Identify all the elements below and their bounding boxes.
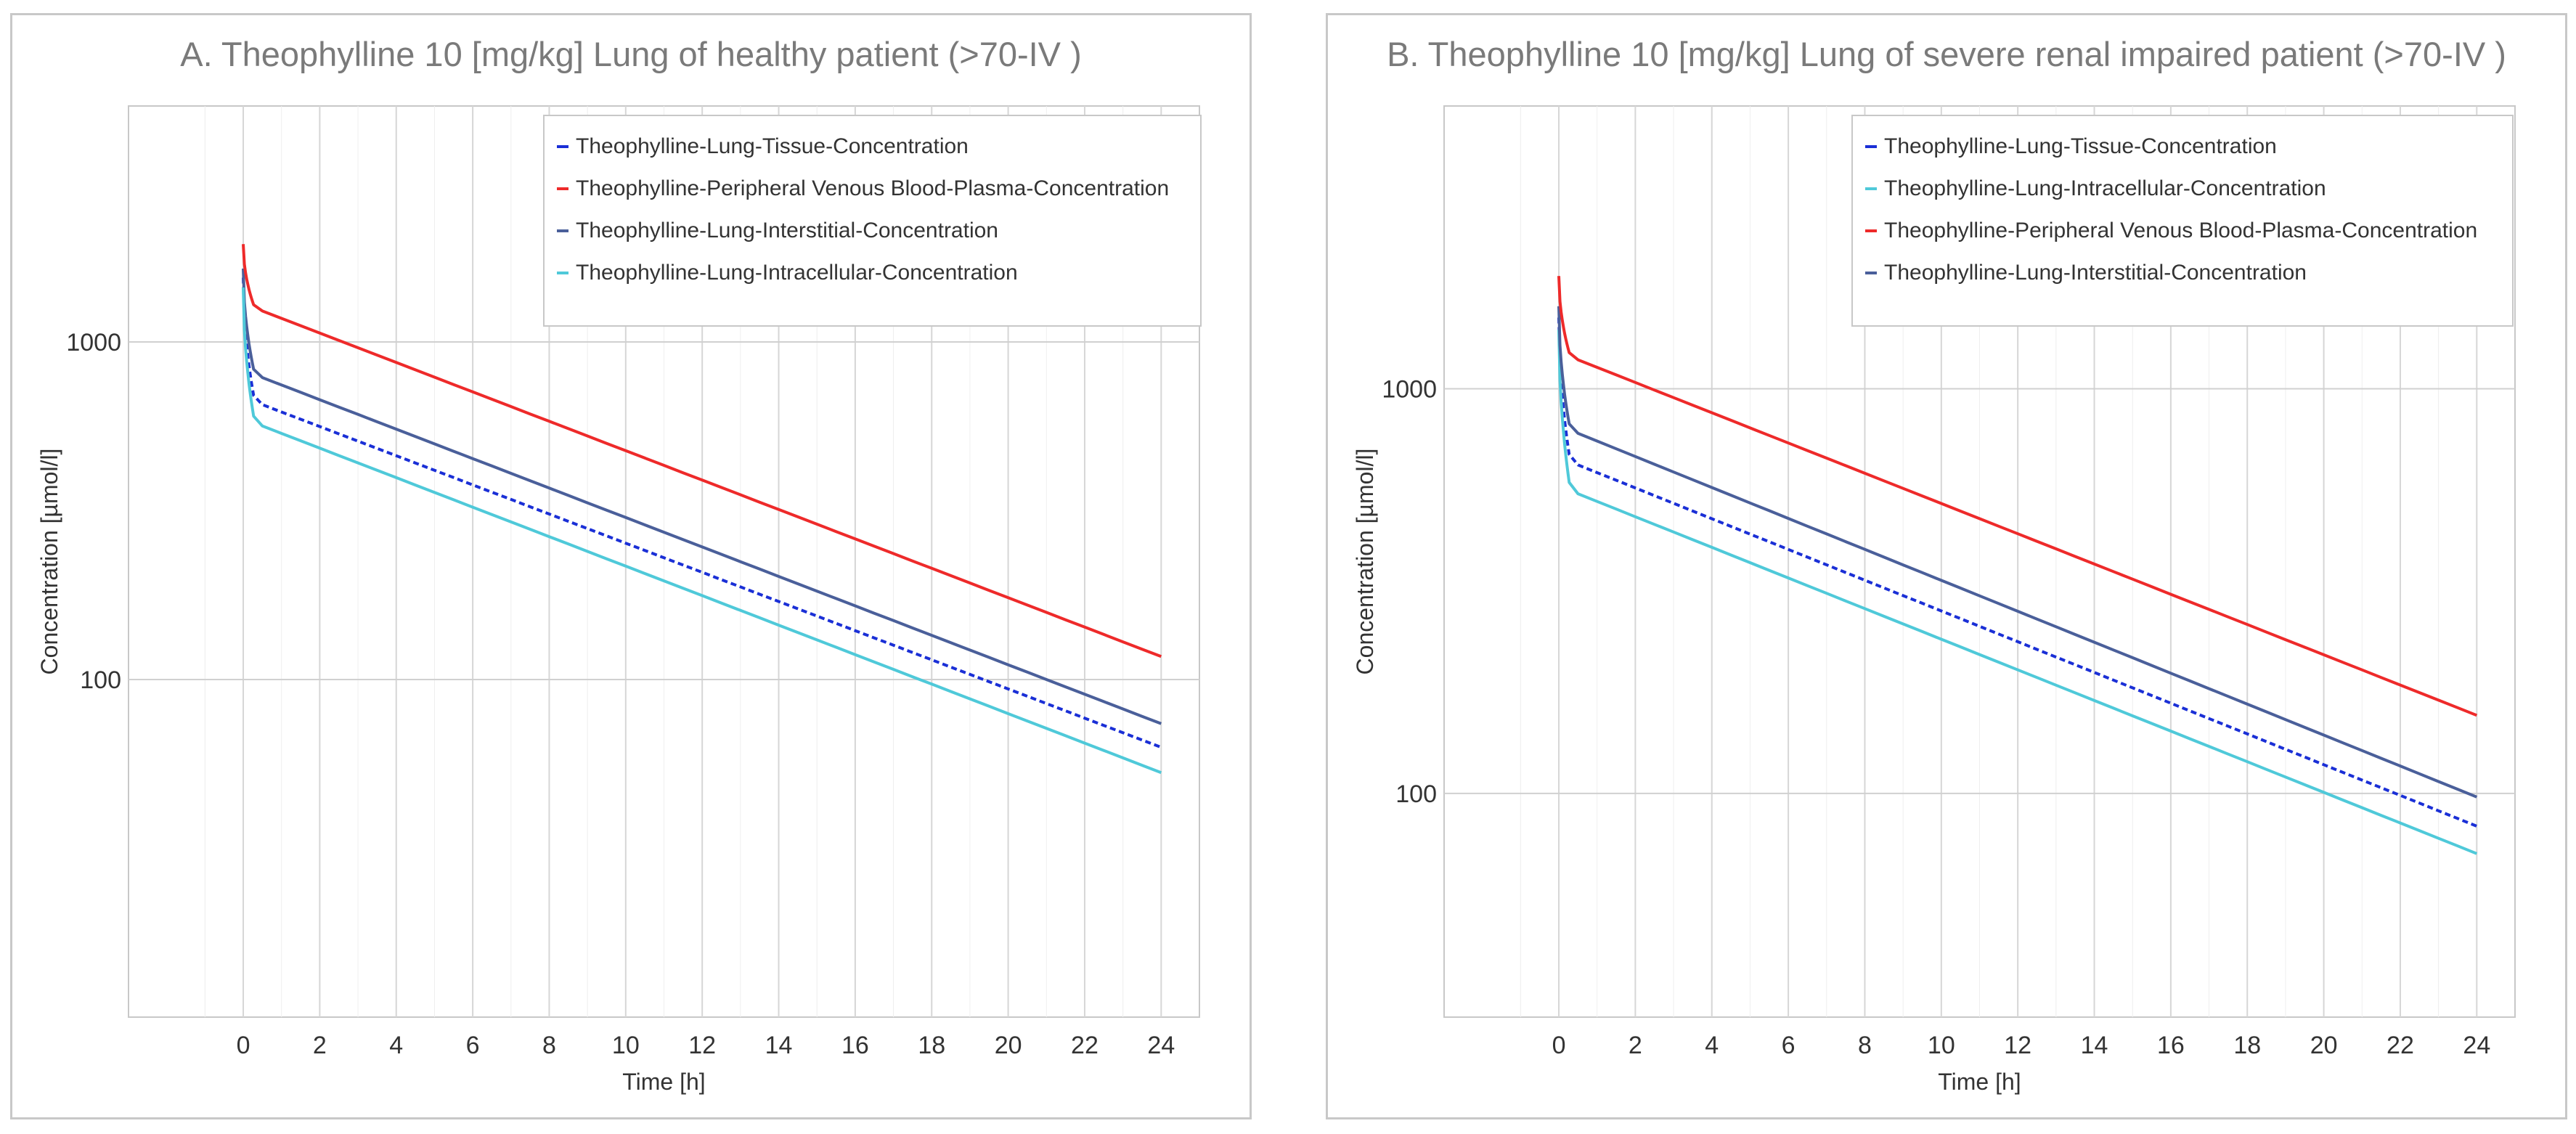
- series-line-1: [1557, 330, 2478, 855]
- x-tick-label: 12: [2004, 1032, 2031, 1059]
- x-tick-label: 22: [1071, 1032, 1099, 1059]
- series-line-0: [242, 277, 1162, 749]
- x-tick-label: 2: [313, 1032, 327, 1059]
- legend-label: Theophylline-Lung-Tissue-Concentration: [1884, 134, 2277, 158]
- series-line-3: [1557, 306, 2478, 799]
- chart-svg-a: A. Theophylline 10 [mg/kg] Lung of healt…: [36, 35, 1202, 1095]
- x-tick-label: 20: [995, 1032, 1022, 1059]
- series-line-2: [1557, 276, 2478, 717]
- x-tick-label: 14: [765, 1032, 793, 1059]
- chart-svg-b: B. Theophylline 10 [mg/kg] Lung of sever…: [1352, 35, 2516, 1095]
- y-axis-label: Concentration [µmol/l]: [1352, 449, 1378, 675]
- series-line-3: [242, 287, 1162, 775]
- y-axis-label: Concentration [µmol/l]: [36, 449, 62, 675]
- legend-label: Theophylline-Lung-Intracellular-Concentr…: [576, 261, 1018, 285]
- x-tick-label: 22: [2387, 1032, 2414, 1059]
- legend-label: Theophylline-Lung-Intracellular-Concentr…: [1884, 176, 2326, 200]
- x-tick-label: 8: [542, 1032, 556, 1059]
- x-tick-label: 16: [841, 1032, 869, 1059]
- y-tick-label: 100: [80, 666, 121, 694]
- x-tick-label: 24: [1147, 1032, 1175, 1059]
- x-tick-label: 12: [688, 1032, 716, 1059]
- x-tick-label: 24: [2463, 1032, 2490, 1059]
- x-axis-label: Time [h]: [1938, 1069, 2021, 1095]
- series-line-1: [242, 244, 1162, 658]
- legend-label: Theophylline-Lung-Interstitial-Concentra…: [1884, 261, 2307, 285]
- x-tick-label: 0: [237, 1032, 250, 1059]
- x-tick-label: 4: [1705, 1032, 1719, 1059]
- x-tick-label: 18: [918, 1032, 945, 1059]
- legend-box: [543, 115, 1202, 327]
- x-tick-label: 6: [1782, 1032, 1796, 1059]
- x-tick-label: 8: [1858, 1032, 1872, 1059]
- legend-label: Theophylline-Lung-Interstitial-Concentra…: [576, 219, 998, 242]
- chart-panel-b: B. Theophylline 10 [mg/kg] Lung of sever…: [1326, 13, 2567, 1119]
- chart-title: B. Theophylline 10 [mg/kg] Lung of sever…: [1387, 35, 2506, 73]
- x-tick-label: 10: [612, 1032, 640, 1059]
- x-tick-label: 10: [1928, 1032, 1955, 1059]
- series-line-0: [1557, 317, 2478, 828]
- x-tick-label: 20: [2310, 1032, 2338, 1059]
- series-line-2: [242, 268, 1162, 725]
- x-tick-label: 4: [389, 1032, 403, 1059]
- legend-label: Theophylline-Peripheral Venous Blood-Pla…: [1884, 219, 2477, 242]
- y-tick-label: 100: [1395, 780, 1437, 808]
- legend-label: Theophylline-Peripheral Venous Blood-Pla…: [576, 176, 1169, 200]
- x-tick-label: 18: [2233, 1032, 2261, 1059]
- chart-title: A. Theophylline 10 [mg/kg] Lung of healt…: [180, 35, 1081, 73]
- x-tick-label: 14: [2081, 1032, 2108, 1059]
- y-tick-label: 1000: [66, 329, 121, 356]
- x-tick-label: 6: [466, 1032, 480, 1059]
- x-tick-label: 0: [1552, 1032, 1566, 1059]
- x-axis-label: Time [h]: [622, 1069, 705, 1095]
- y-tick-label: 1000: [1382, 376, 1437, 404]
- legend-label: Theophylline-Lung-Tissue-Concentration: [576, 134, 969, 158]
- x-tick-label: 16: [2157, 1032, 2185, 1059]
- legend-box: [1851, 115, 2514, 327]
- x-tick-label: 2: [1629, 1032, 1642, 1059]
- chart-panel-a: A. Theophylline 10 [mg/kg] Lung of healt…: [10, 13, 1252, 1119]
